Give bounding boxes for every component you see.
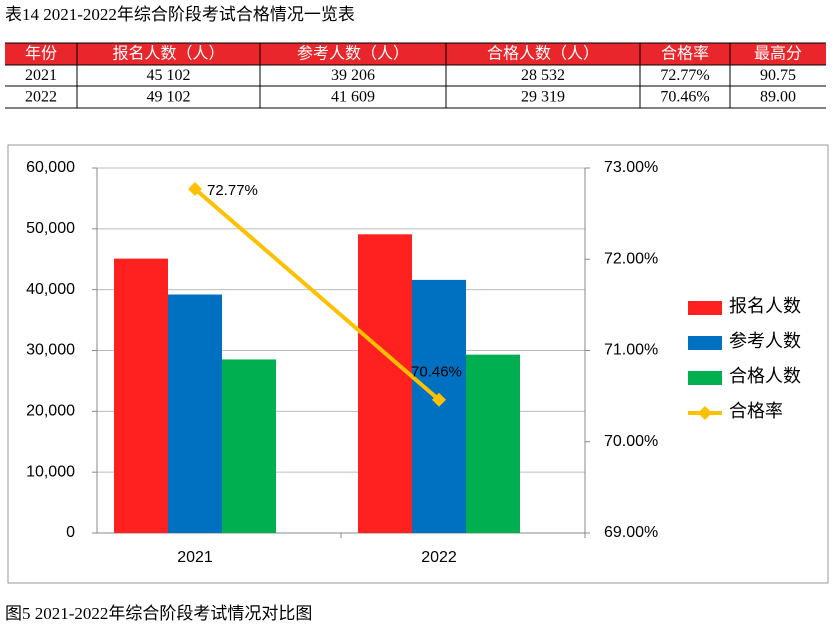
y-tick-label: 10,000 (26, 463, 75, 480)
y-tick-label: 40,000 (26, 281, 75, 298)
y-tick-label: 50,000 (26, 220, 75, 237)
y2-tick-label: 71.00% (604, 342, 658, 359)
table-header-cell: 参考人数（人） (297, 45, 409, 63)
data-label: 70.46% (411, 364, 462, 381)
table-header-cell: 合格率 (661, 45, 709, 63)
table-cell: 41 609 (331, 89, 375, 106)
x-tick-label: 2022 (421, 549, 457, 566)
legend-swatch (688, 301, 722, 315)
line-marker (188, 181, 202, 196)
legend-label: 合格率 (729, 401, 783, 421)
table-cell: 2022 (25, 89, 57, 106)
table-cell: 45 102 (147, 67, 191, 84)
legend-swatch (688, 336, 722, 350)
table-cell: 90.75 (760, 67, 796, 84)
y2-tick-label: 70.00% (604, 433, 658, 450)
table-cell: 2021 (25, 67, 57, 84)
legend-label: 报名人数 (729, 296, 801, 316)
y-tick-label: 30,000 (26, 342, 75, 359)
table-cell: 39 206 (331, 67, 375, 84)
x-tick-label: 2021 (177, 549, 213, 566)
y-tick-label: 20,000 (26, 403, 75, 420)
y2-tick-label: 69.00% (604, 524, 658, 541)
chart-frame (7, 144, 829, 584)
data-label: 72.77% (207, 182, 258, 199)
table-header-cell: 年份 (25, 45, 57, 63)
table-cell: 72.77% (660, 67, 709, 84)
line (193, 187, 441, 402)
table-header-cell: 最高分 (754, 45, 802, 63)
legend-marker (698, 406, 712, 420)
table-cell: 28 532 (521, 67, 565, 84)
legend-label: 参考人数 (729, 331, 801, 351)
table-cell: 89.00 (760, 89, 796, 106)
table-header-cell: 合格人数（人） (487, 45, 599, 63)
bar (168, 294, 222, 533)
bar (114, 258, 168, 533)
table-header-bg (5, 43, 826, 65)
table-cell: 70.46% (660, 89, 709, 106)
bar (466, 354, 520, 533)
y-tick-label: 0 (66, 524, 75, 541)
table-header-cell: 报名人数（人） (112, 45, 224, 63)
y2-tick-label: 73.00% (604, 159, 658, 176)
y2-tick-label: 72.00% (604, 250, 658, 267)
bar (222, 359, 276, 533)
line-marker (432, 392, 446, 407)
table-caption: 表14 2021-2022年综合阶段考试合格情况一览表 (5, 5, 355, 24)
y-tick-label: 60,000 (26, 159, 75, 176)
table-cell: 29 319 (521, 89, 565, 106)
legend-swatch (688, 371, 722, 385)
table-cell: 49 102 (147, 89, 191, 106)
bar (358, 234, 412, 533)
figure-caption: 图5 2021-2022年综合阶段考试情况对比图 (5, 604, 312, 623)
legend-label: 合格人数 (729, 366, 801, 386)
